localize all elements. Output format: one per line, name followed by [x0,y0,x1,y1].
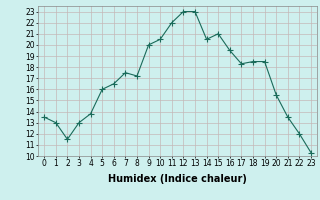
X-axis label: Humidex (Indice chaleur): Humidex (Indice chaleur) [108,174,247,184]
